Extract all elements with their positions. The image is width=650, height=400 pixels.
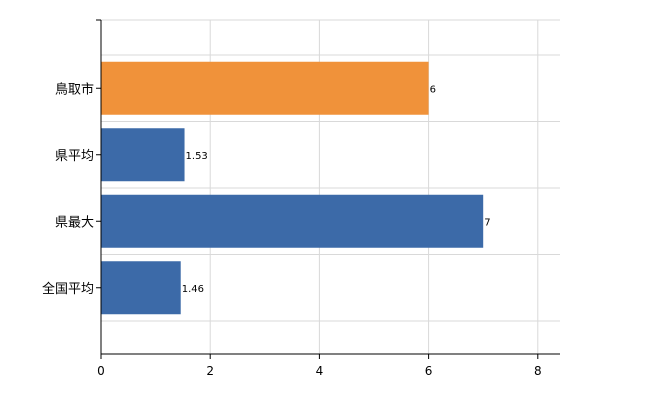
x-tick-label-2: 2 bbox=[206, 364, 214, 378]
x-tick-label-6: 6 bbox=[425, 364, 433, 378]
x-tick-label-4: 4 bbox=[316, 364, 324, 378]
axes bbox=[100, 20, 560, 355]
data-label-2: 1.53 bbox=[186, 151, 208, 162]
x-tick-label-8: 8 bbox=[534, 364, 542, 378]
bar-2 bbox=[101, 128, 185, 182]
data-label-4: 1.46 bbox=[182, 284, 204, 295]
category-label-3: 県最大 bbox=[55, 215, 94, 230]
data-label-3: 7 bbox=[484, 217, 490, 228]
bars bbox=[101, 61, 484, 315]
bar-4 bbox=[101, 261, 181, 315]
category-label-2: 県平均 bbox=[55, 149, 94, 164]
x-tick-label-0: 0 bbox=[97, 364, 105, 378]
category-label-1: 鳥取市 bbox=[55, 81, 94, 97]
category-label-4: 全国平均 bbox=[42, 281, 94, 297]
bar-3 bbox=[101, 194, 484, 248]
data-label-1: 6 bbox=[430, 84, 436, 95]
bar-1 bbox=[101, 61, 429, 115]
labels: 0 2 4 6 8 鳥取市 6 県平均 1.53 県最大 7 全国平均 1.46 bbox=[42, 81, 542, 378]
ticks bbox=[96, 19, 539, 359]
